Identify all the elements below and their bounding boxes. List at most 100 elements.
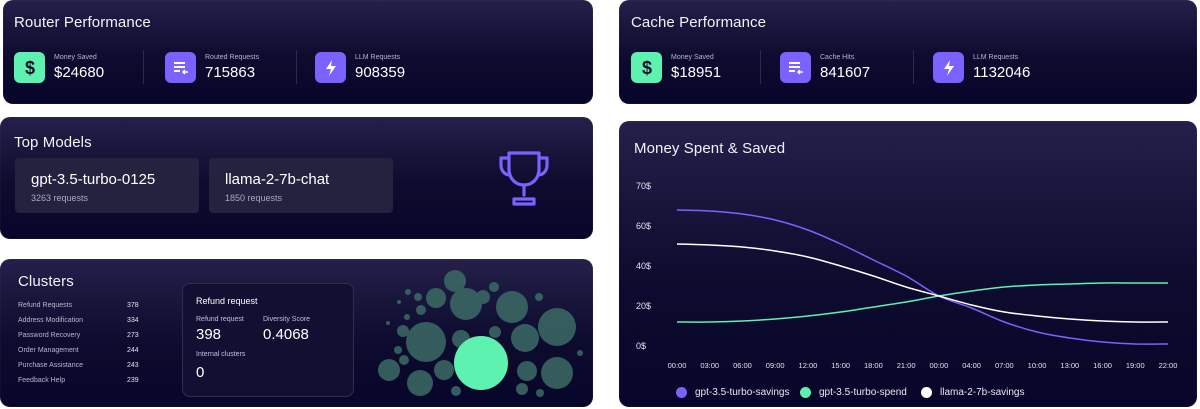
route-icon xyxy=(165,52,196,83)
cluster-bubble xyxy=(489,282,499,292)
x-tick-label: 06:00 xyxy=(733,361,752,370)
cluster-row[interactable]: Purchase Assistance 243 xyxy=(18,362,139,369)
x-tick-label: 22:00 xyxy=(1158,361,1178,370)
cluster-bubble xyxy=(378,359,400,381)
y-tick-label: 60$ xyxy=(636,221,652,231)
legend-item-llama-savings[interactable]: llama-2-7b-savings xyxy=(921,387,1024,398)
x-tick-label: 00:00 xyxy=(929,361,949,370)
internal-clusters-value: 0 xyxy=(196,364,205,381)
cluster-detail-title: Refund request xyxy=(196,296,258,306)
cache-performance-title: Cache Performance xyxy=(631,14,767,31)
cluster-bubble xyxy=(407,370,433,396)
dollar-icon: $ xyxy=(631,52,662,83)
cache-stat-llm-requests: LLM Requests 1132046 xyxy=(933,52,1030,83)
stat-value: 715863 xyxy=(205,64,256,81)
cluster-row[interactable]: Password Recovery 273 xyxy=(18,332,139,339)
legend-swatch xyxy=(800,387,811,398)
legend-swatch xyxy=(676,387,687,398)
cluster-bubble xyxy=(444,270,466,292)
x-tick-label: 10:00 xyxy=(1027,361,1047,370)
router-stat-routed-requests: Routed Requests 715863 xyxy=(165,52,259,83)
cluster-bubble xyxy=(397,325,409,337)
stat-value: $24680 xyxy=(54,64,105,81)
cluster-row[interactable]: Refund Requests 378 xyxy=(18,302,139,309)
x-tick-label: 04:00 xyxy=(962,361,981,370)
route-icon xyxy=(780,52,811,83)
cache-stat-cache-hits: Cache Hits 841607 xyxy=(780,52,870,83)
clusters-card: Clusters Refund Requests 378 Address Modi… xyxy=(0,259,593,407)
x-tick-label: 13:00 xyxy=(1060,361,1080,370)
x-tick-label: 09:00 xyxy=(765,361,785,370)
legend-item-gpt-savings[interactable]: gpt-3.5-turbo-savings xyxy=(676,387,790,398)
cluster-count: 244 xyxy=(127,347,139,354)
model-card-gpt[interactable]: gpt-3.5-turbo-0125 3263 requests xyxy=(15,158,199,213)
cluster-count: 243 xyxy=(127,362,139,369)
svg-text:$: $ xyxy=(641,58,651,78)
series-line-gpt-3.5-turbo-spend xyxy=(676,282,1168,323)
stat-value: 841607 xyxy=(820,64,871,81)
cluster-detail-panel: Refund request Refund request 398 Divers… xyxy=(182,283,354,397)
cluster-count: 378 xyxy=(127,302,139,309)
cluster-label: Address Modification xyxy=(18,317,83,324)
cluster-bubble-chart[interactable] xyxy=(360,259,593,407)
stat-label: Money Saved xyxy=(671,54,714,61)
cluster-row[interactable]: Order Management 244 xyxy=(18,347,139,354)
cluster-bubble xyxy=(517,361,537,381)
router-stat-llm-requests: LLM Requests 908359 xyxy=(315,52,405,83)
diversity-value: 0.4068 xyxy=(263,326,309,343)
top-models-card: Top Models gpt-3.5-turbo-0125 3263 reque… xyxy=(0,117,593,239)
cluster-row[interactable]: Feedback Help 239 xyxy=(18,377,139,384)
legend-item-gpt-spend[interactable]: gpt-3.5-turbo-spend xyxy=(800,387,907,398)
x-tick-label: 00:00 xyxy=(667,361,687,370)
cluster-row[interactable]: Address Modification 334 xyxy=(18,317,139,324)
trophy-icon xyxy=(499,151,549,206)
y-tick-label: 0$ xyxy=(636,341,647,351)
x-tick-label: 21:00 xyxy=(896,361,916,370)
cluster-bubble xyxy=(541,357,573,389)
money-spent-saved-card: Money Spent & Saved xyxy=(619,121,1197,407)
money-chart-title: Money Spent & Saved xyxy=(634,140,786,157)
legend-swatch xyxy=(921,387,932,398)
stat-label: Money Saved xyxy=(54,54,97,61)
series-line-llama-2-7b-savings xyxy=(676,243,1169,323)
cluster-count: 334 xyxy=(127,317,139,324)
dollar-icon: $ xyxy=(14,52,45,83)
cache-stat-money-saved: $ Money Saved $18951 xyxy=(631,52,721,83)
divider xyxy=(296,50,297,84)
refund-value: 398 xyxy=(196,326,222,343)
x-tick-label: 18:00 xyxy=(864,361,883,370)
clusters-title: Clusters xyxy=(18,273,74,290)
cache-performance-card: Cache Performance $ Money Saved $18951 Ca… xyxy=(619,0,1197,104)
cluster-bubble xyxy=(386,321,390,325)
divider xyxy=(913,50,914,84)
x-tick-label: 12:00 xyxy=(798,361,818,370)
stat-value: 908359 xyxy=(355,64,406,81)
cluster-bubble xyxy=(404,314,410,320)
cluster-bubble xyxy=(538,308,576,346)
router-stat-money-saved: $ Money Saved $24680 xyxy=(14,52,104,83)
top-models-title: Top Models xyxy=(14,134,92,151)
cluster-bubble xyxy=(476,290,490,304)
cluster-label: Password Recovery xyxy=(18,332,81,339)
svg-text:$: $ xyxy=(24,58,34,78)
cluster-bubble xyxy=(397,300,401,304)
stat-label: Cache Hits xyxy=(820,54,855,61)
x-tick-label: 03:00 xyxy=(700,361,720,370)
cluster-label: Purchase Assistance xyxy=(18,362,83,369)
stat-label: LLM Requests xyxy=(355,54,401,61)
model-card-llama[interactable]: llama-2-7b-chat 1850 requests xyxy=(209,158,393,213)
cluster-bubble xyxy=(414,293,422,301)
router-performance-card: Router Performance $ Money Saved $24680 R… xyxy=(3,0,593,104)
cluster-label: Refund Requests xyxy=(18,302,73,309)
model-requests: 1850 requests xyxy=(225,193,283,203)
cluster-bubble-selected xyxy=(454,336,508,390)
cluster-bubble xyxy=(399,355,409,365)
x-tick-label: 07:00 xyxy=(994,361,1014,370)
cluster-count: 239 xyxy=(127,377,139,384)
stat-label: Routed Requests xyxy=(205,54,260,61)
cluster-bubble xyxy=(535,293,543,301)
series-line-gpt-3.5-turbo-savings xyxy=(676,209,1169,345)
cluster-bubble xyxy=(450,288,482,320)
lightning-icon xyxy=(933,52,964,83)
